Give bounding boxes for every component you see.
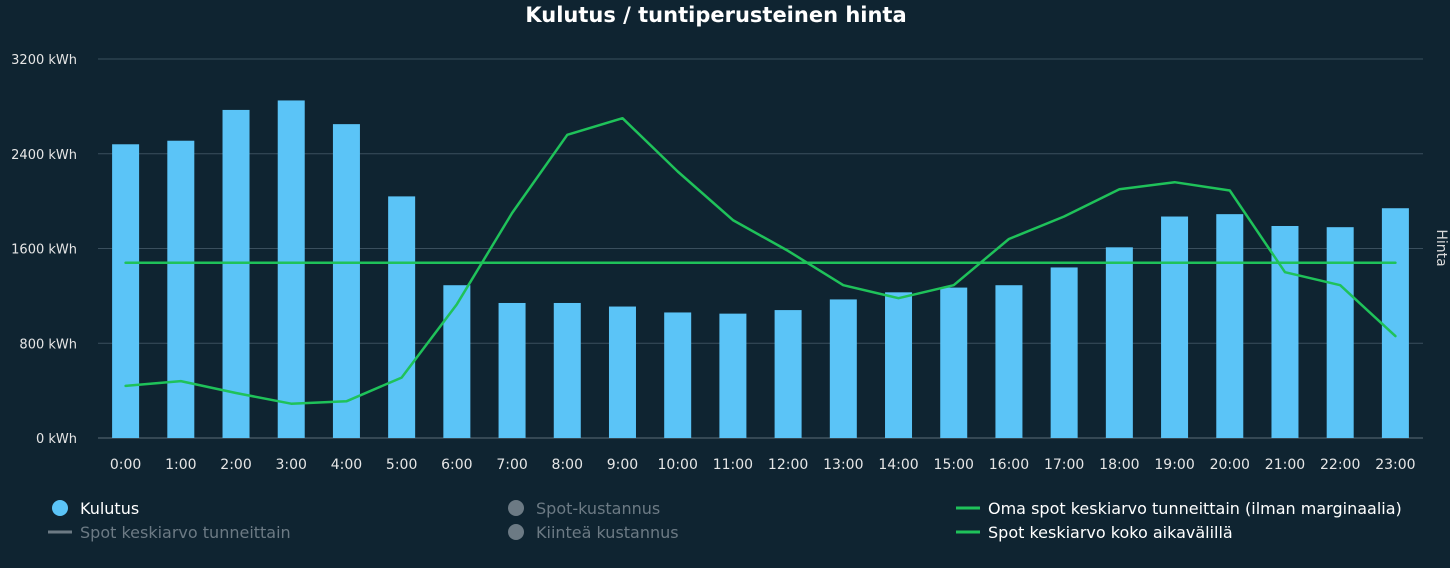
bar-21:00 xyxy=(1271,225,1299,438)
legend-label: Kiinteä kustannus xyxy=(536,523,679,542)
y-tick-label: 2400 kWh xyxy=(11,148,77,163)
legend-circle-marker xyxy=(508,500,524,516)
x-tick-label: 17:00 xyxy=(1044,457,1084,473)
legend-label: Spot-kustannus xyxy=(536,499,660,518)
grid-lines xyxy=(98,58,1423,439)
y-tick-label: 800 kWh xyxy=(19,337,77,352)
legend-label: Oma spot keskiarvo tunneittain (ilman ma… xyxy=(988,499,1402,518)
legend-item[interactable]: Spot keskiarvo koko aikavälillä xyxy=(956,523,1233,542)
x-tick-label: 9:00 xyxy=(607,457,638,473)
y-tick-label: 1600 kWh xyxy=(11,243,77,258)
legend-circle-marker xyxy=(52,500,68,516)
bar-5:00 xyxy=(388,196,416,438)
bar-2:00 xyxy=(222,109,250,438)
x-tick-label: 4:00 xyxy=(331,457,362,473)
hourly-spot-average-line xyxy=(124,116,1397,405)
legend-item[interactable]: Kiinteä kustannus xyxy=(508,523,679,542)
legend-item[interactable]: Spot-kustannus xyxy=(508,499,660,518)
chart-legend: Kulutus Spot keskiarvo tunneittain Spot-ku… xyxy=(48,499,1402,542)
y-tick-label: 0 kWh xyxy=(36,432,77,447)
legend-label: Spot keskiarvo tunneittain xyxy=(80,523,291,542)
bar-4:00 xyxy=(332,124,360,438)
bar-14:00 xyxy=(885,292,913,438)
x-tick-label: 10:00 xyxy=(658,457,698,473)
consumption-bars xyxy=(112,100,1409,439)
bar-22:00 xyxy=(1326,227,1354,438)
bar-10:00 xyxy=(664,312,692,438)
legend-item[interactable]: Kulutus xyxy=(52,499,139,518)
y-axis-ticks: 0 kWh 800 kWh 1600 kWh 2400 kWh 3200 kWh xyxy=(11,53,77,447)
x-tick-label: 16:00 xyxy=(989,457,1029,473)
bar-8:00 xyxy=(553,302,581,438)
x-tick-label: 7:00 xyxy=(496,457,527,473)
bar-11:00 xyxy=(719,313,747,438)
x-tick-label: 15:00 xyxy=(934,457,974,473)
bar-18:00 xyxy=(1105,247,1133,438)
bar-1:00 xyxy=(167,140,195,439)
x-tick-label: 5:00 xyxy=(386,457,417,473)
x-tick-label: 2:00 xyxy=(220,457,251,473)
x-tick-label: 1:00 xyxy=(165,457,196,473)
bar-23:00 xyxy=(1381,208,1409,438)
x-tick-label: 14:00 xyxy=(878,457,918,473)
bar-12:00 xyxy=(774,310,802,438)
legend-label: Spot keskiarvo koko aikavälillä xyxy=(988,523,1233,542)
legend-item[interactable]: Oma spot keskiarvo tunneittain (ilman ma… xyxy=(956,499,1402,518)
x-axis-ticks: 0:00 1:00 2:00 3:00 4:00 5:00 6:00 7:00 8:00 9:00… xyxy=(110,457,1416,473)
bar-7:00 xyxy=(498,302,526,438)
bar-3:00 xyxy=(277,100,305,438)
secondary-axis-label: Hinta xyxy=(1433,229,1449,266)
chart-title: Kulutus / tuntiperusteinen hinta xyxy=(525,3,906,27)
x-tick-label: 19:00 xyxy=(1154,457,1194,473)
bar-16:00 xyxy=(995,285,1023,438)
x-tick-label: 0:00 xyxy=(110,457,141,473)
x-tick-label: 22:00 xyxy=(1320,457,1360,473)
bar-20:00 xyxy=(1216,214,1244,438)
x-tick-label: 13:00 xyxy=(823,457,863,473)
bar-17:00 xyxy=(1050,267,1078,438)
x-tick-label: 3:00 xyxy=(276,457,307,473)
x-tick-label: 20:00 xyxy=(1210,457,1250,473)
x-tick-label: 6:00 xyxy=(441,457,472,473)
x-tick-label: 11:00 xyxy=(713,457,753,473)
bar-6:00 xyxy=(443,285,471,438)
legend-label: Kulutus xyxy=(80,499,139,518)
legend-circle-marker xyxy=(508,524,524,540)
x-tick-label: 8:00 xyxy=(552,457,583,473)
bar-9:00 xyxy=(608,306,636,438)
bar-13:00 xyxy=(829,299,857,438)
y-tick-label: 3200 kWh xyxy=(11,53,77,68)
bar-15:00 xyxy=(940,287,968,438)
legend-item[interactable]: Spot keskiarvo tunneittain xyxy=(48,523,291,542)
bar-0:00 xyxy=(112,144,140,438)
x-tick-label: 12:00 xyxy=(768,457,808,473)
x-tick-label: 21:00 xyxy=(1265,457,1305,473)
price-lines xyxy=(124,116,1397,405)
x-tick-label: 23:00 xyxy=(1375,457,1415,473)
bar-19:00 xyxy=(1161,216,1189,438)
x-tick-label: 18:00 xyxy=(1099,457,1139,473)
